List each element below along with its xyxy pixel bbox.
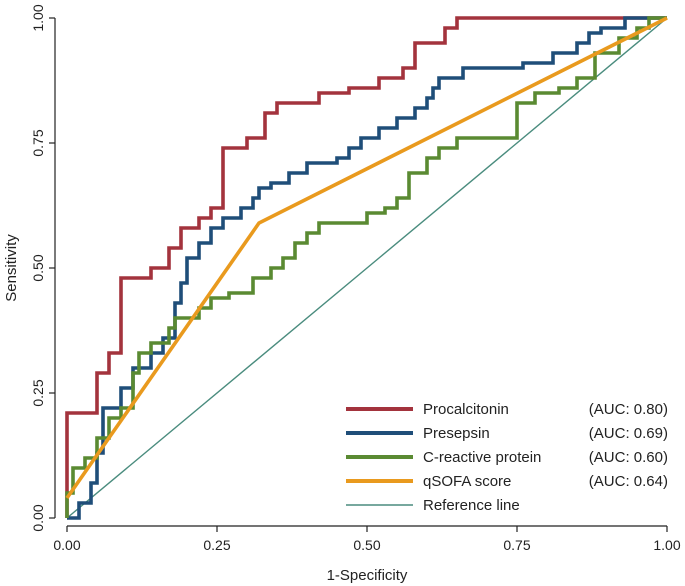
series-line-procalcitonin xyxy=(65,16,667,518)
legend-label: qSOFA score xyxy=(423,473,511,490)
legend-auc-label: (AUC: 0.80) xyxy=(589,401,668,418)
x-tick-label: 1.00 xyxy=(653,537,680,553)
x-tick-label: 0.00 xyxy=(53,537,80,553)
y-tick-label: 0.75 xyxy=(30,129,46,156)
x-axis-title: 1-Specificity xyxy=(327,567,408,584)
legend-label: C-reactive protein xyxy=(423,449,541,466)
legend: Procalcitonin (AUC: 0.80) Presepsin (AUC: 0… xyxy=(333,393,675,523)
y-tick-label: 0.50 xyxy=(30,254,46,281)
x-tick-label: 0.50 xyxy=(353,537,380,553)
y-axis-title: Sensitivity xyxy=(3,234,20,302)
legend-auc-label: (AUC: 0.60) xyxy=(589,449,668,466)
y-tick-label: 1.00 xyxy=(30,4,46,31)
series-line-qsofa-score xyxy=(65,16,668,500)
series-layer xyxy=(65,16,668,520)
legend-label: Presepsin xyxy=(423,425,490,442)
series-line-reference-line xyxy=(66,17,668,519)
legend-auc-label: (AUC: 0.69) xyxy=(589,425,668,442)
legend-label: Procalcitonin xyxy=(423,401,509,418)
y-tick-label: 0.25 xyxy=(30,379,46,406)
legend-label: Reference line xyxy=(423,497,520,514)
series-line-presepsin xyxy=(67,16,667,520)
x-tick-label: 0.25 xyxy=(203,537,230,553)
x-tick-label: 0.75 xyxy=(503,537,530,553)
legend-auc-label: (AUC: 0.64) xyxy=(589,473,668,490)
axes-layer: 0.00 0.25 0.50 0.75 1.00 0.00 0.25 0.50 0.75 1.00… xyxy=(3,4,681,584)
y-tick-label: 0.00 xyxy=(30,504,46,531)
